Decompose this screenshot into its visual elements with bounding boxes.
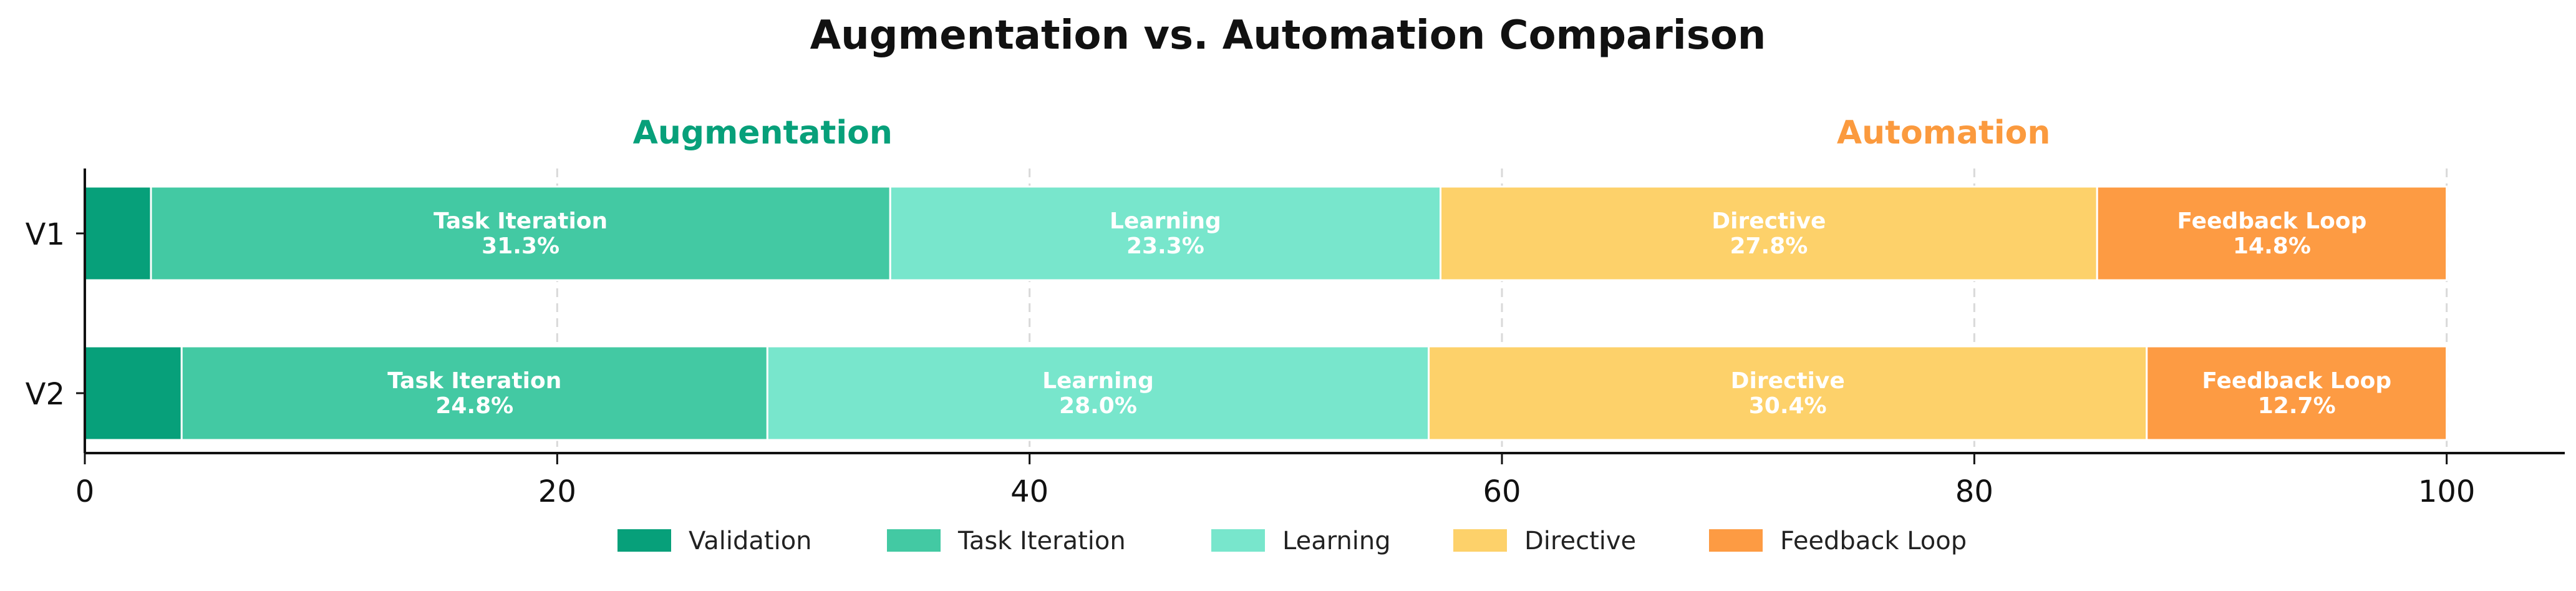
- segment-label-v1-task-iteration-line-2: 31.3%: [482, 233, 559, 259]
- legend-swatch-learning: [1211, 529, 1265, 552]
- segment-label-v2-task-iteration-line-1: Task Iteration: [387, 368, 561, 394]
- legend-label-feedback-loop: Feedback Loop: [1780, 527, 1967, 555]
- x-tick-label-40: 40: [1010, 474, 1048, 509]
- legend-swatch-directive: [1453, 529, 1507, 552]
- segment-label-v1-feedback-loop-line-2: 14.8%: [2233, 233, 2311, 259]
- x-tick-label-60: 60: [1483, 474, 1521, 509]
- segment-label-v2-directive-line-1: Directive: [1731, 368, 1845, 394]
- legend-label-directive: Directive: [1524, 527, 1636, 555]
- segment-label-v1-directive-line-2: 27.8%: [1730, 233, 1808, 259]
- x-tick-label-0: 0: [75, 474, 95, 509]
- x-tick-label-20: 20: [538, 474, 576, 509]
- legend-swatch-task-iteration: [887, 529, 941, 552]
- segment-label-v2-directive-line-2: 30.4%: [1749, 393, 1827, 419]
- chart-title: Augmentation vs. Automation Comparison: [810, 12, 1766, 59]
- segment-label-v1-feedback-loop-line-1: Feedback Loop: [2177, 208, 2367, 234]
- legend-swatch-validation: [617, 529, 671, 552]
- segment-label-v2-learning-line-1: Learning: [1042, 368, 1154, 394]
- bar-v2-validation: [85, 346, 182, 440]
- segment-label-v2-task-iteration-line-2: 24.8%: [435, 393, 513, 419]
- y-tick-label-v1: V1: [26, 217, 65, 252]
- x-tick-label-100: 100: [2418, 474, 2476, 509]
- segment-label-v1-learning-line-1: Learning: [1110, 208, 1221, 234]
- segment-label-v2-feedback-loop-line-2: 12.7%: [2258, 393, 2336, 419]
- group-label-automation: Automation: [1837, 114, 2051, 152]
- legend-label-learning: Learning: [1282, 527, 1391, 555]
- segment-label-v2-learning-line-2: 28.0%: [1059, 393, 1137, 419]
- legend-label-validation: Validation: [689, 527, 812, 555]
- legend-label-task-iteration: Task Iteration: [957, 527, 1126, 555]
- group-label-augmentation: Augmentation: [633, 114, 893, 152]
- x-tick-label-80: 80: [1955, 474, 1993, 509]
- legend-swatch-feedback-loop: [1709, 529, 1763, 552]
- segment-label-v1-learning-line-2: 23.3%: [1126, 233, 1204, 259]
- segment-label-v1-directive-line-1: Directive: [1712, 208, 1826, 234]
- bar-v1-validation: [85, 187, 151, 280]
- y-tick-label-v2: V2: [26, 377, 65, 412]
- segment-label-v1-task-iteration-line-1: Task Iteration: [433, 208, 608, 234]
- segment-label-v2-feedback-loop-line-1: Feedback Loop: [2202, 368, 2391, 394]
